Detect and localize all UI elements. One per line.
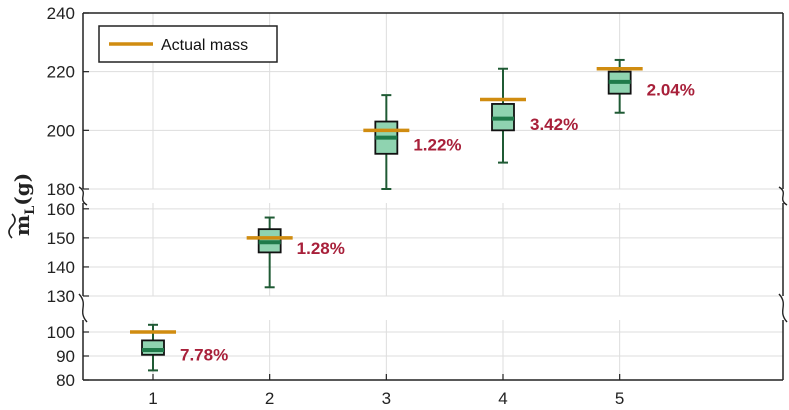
box-group-2: 1.28% (246, 216, 345, 289)
grid-layer (83, 12, 783, 381)
box-group-5: 2.04% (596, 58, 695, 114)
error-label-1: 7.78% (180, 346, 228, 365)
x-tick-label-4: 4 (498, 389, 507, 408)
svg-text:mL(g): mL(g) (10, 173, 38, 236)
axis-break-lower-left (78, 293, 88, 323)
y-tick-label-220: 220 (47, 63, 75, 82)
y-tick-label-240: 240 (47, 4, 75, 23)
axis-break-lower-right (778, 293, 788, 323)
y-tick-label-200: 200 (47, 121, 75, 140)
error-label-3: 1.22% (413, 136, 461, 155)
y-tick-label-80: 80 (56, 371, 75, 390)
y-axis-label-symbol: m (10, 215, 34, 236)
x-tick-label-2: 2 (265, 389, 274, 408)
legend: Actual mass (98, 25, 278, 63)
axis-break-upper-left (78, 186, 88, 206)
y-tick-label-180: 180 (47, 180, 75, 199)
box-group-3: 1.22% (363, 94, 462, 190)
y-tick-label-100: 100 (47, 323, 75, 342)
y-tick-label-160: 160 (47, 200, 75, 219)
y-tick-label-150: 150 (47, 229, 75, 248)
box-group-4: 3.42% (480, 67, 578, 164)
box-iqr-1 (141, 339, 165, 356)
y-axis-label-unit: (g) (10, 173, 34, 206)
y-axis-label: mL(g) (8, 173, 38, 239)
axis-break-upper-right (778, 186, 788, 206)
x-tick-label-3: 3 (382, 389, 391, 408)
x-tick-label-1: 1 (148, 389, 157, 408)
box-group-1: 7.78% (130, 323, 228, 372)
error-label-4: 3.42% (530, 115, 578, 134)
y-axis-label-subscript: L (23, 206, 38, 215)
legend-label: Actual mass (161, 37, 248, 54)
y-tick-label-130: 130 (47, 287, 75, 306)
error-label-2: 1.28% (297, 239, 345, 258)
y-tick-label-90: 90 (56, 347, 75, 366)
box-layer: 7.78% 1.28% 1.22% 3.42% 2.04% (130, 58, 695, 372)
y-tick-label-140: 140 (47, 258, 75, 277)
x-tick-label-5: 5 (615, 389, 624, 408)
error-label-5: 2.04% (647, 81, 695, 100)
y-axis-label-tilde (8, 213, 16, 239)
